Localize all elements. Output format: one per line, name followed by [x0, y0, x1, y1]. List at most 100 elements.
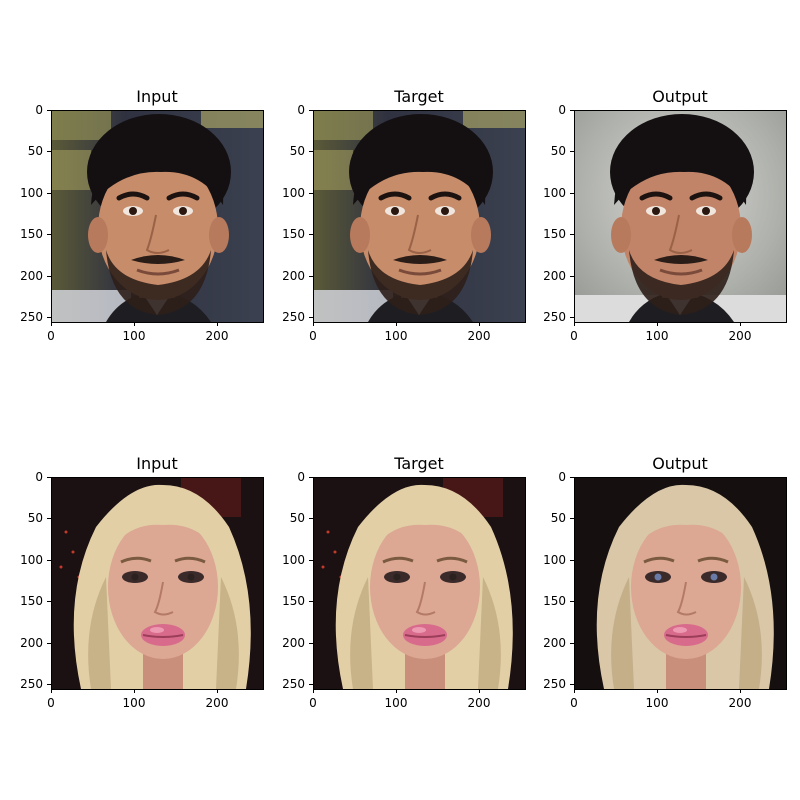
x-tick-label: 200: [205, 329, 229, 343]
y-tick-label: 250: [20, 677, 43, 691]
y-tick-mark: [47, 193, 51, 194]
y-tick-mark: [47, 601, 51, 602]
y-tick-label: 0: [297, 470, 305, 484]
x-tick-mark: [574, 322, 575, 326]
x-tick-label: 0: [309, 696, 317, 710]
face-image: [313, 110, 525, 322]
x-tick-label: 200: [205, 696, 229, 710]
y-tick-label: 250: [543, 310, 566, 324]
y-tick-mark: [47, 276, 51, 277]
x-tick-label: 100: [645, 329, 669, 343]
image-panel: [574, 110, 787, 323]
y-tick-mark: [47, 317, 51, 318]
x-tick-mark: [740, 322, 741, 326]
y-tick-label: 100: [282, 186, 305, 200]
y-tick-label: 200: [543, 269, 566, 283]
y-tick-mark: [309, 151, 313, 152]
y-tick-mark: [47, 518, 51, 519]
y-tick-mark: [570, 193, 574, 194]
y-tick-mark: [570, 317, 574, 318]
y-tick-mark: [309, 560, 313, 561]
y-tick-label: 150: [543, 227, 566, 241]
y-tick-label: 50: [550, 144, 566, 158]
y-tick-label: 250: [543, 677, 566, 691]
y-tick-label: 50: [27, 144, 43, 158]
x-tick-mark: [134, 689, 135, 693]
y-tick-mark: [47, 684, 51, 685]
y-tick-mark: [47, 560, 51, 561]
y-tick-mark: [309, 276, 313, 277]
y-tick-mark: [570, 110, 574, 111]
y-tick-mark: [309, 317, 313, 318]
image-panel: [313, 110, 526, 323]
x-tick-mark: [657, 322, 658, 326]
y-tick-mark: [309, 643, 313, 644]
x-tick-mark: [217, 322, 218, 326]
x-tick-label: 200: [728, 329, 752, 343]
y-tick-label: 150: [20, 227, 43, 241]
y-tick-label: 50: [550, 511, 566, 525]
y-tick-label: 250: [20, 310, 43, 324]
y-tick-label: 0: [297, 103, 305, 117]
y-tick-label: 100: [282, 553, 305, 567]
y-tick-mark: [309, 193, 313, 194]
y-tick-label: 200: [282, 636, 305, 650]
image-panel: [574, 477, 787, 690]
face-image: [574, 477, 786, 689]
x-tick-label: 100: [122, 329, 146, 343]
x-tick-label: 0: [47, 329, 55, 343]
panel-title: Target: [394, 454, 444, 473]
y-tick-mark: [47, 110, 51, 111]
x-tick-mark: [313, 322, 314, 326]
y-tick-label: 200: [282, 269, 305, 283]
panel-title: Output: [652, 87, 708, 106]
x-tick-label: 0: [47, 696, 55, 710]
y-tick-mark: [309, 110, 313, 111]
y-tick-label: 100: [543, 553, 566, 567]
x-tick-mark: [51, 689, 52, 693]
y-tick-mark: [570, 276, 574, 277]
y-tick-mark: [309, 234, 313, 235]
x-tick-label: 100: [384, 329, 408, 343]
y-tick-label: 50: [289, 144, 305, 158]
x-tick-label: 100: [122, 696, 146, 710]
y-tick-label: 150: [282, 227, 305, 241]
image-panel: [51, 477, 264, 690]
x-tick-label: 0: [570, 696, 578, 710]
y-tick-mark: [570, 601, 574, 602]
y-tick-mark: [47, 477, 51, 478]
y-tick-mark: [309, 518, 313, 519]
y-tick-mark: [570, 684, 574, 685]
panel-title: Target: [394, 87, 444, 106]
x-tick-mark: [740, 689, 741, 693]
y-tick-label: 250: [282, 310, 305, 324]
x-tick-mark: [574, 689, 575, 693]
face-image: [51, 477, 263, 689]
y-tick-label: 0: [558, 470, 566, 484]
y-tick-label: 200: [543, 636, 566, 650]
panel-title: Input: [136, 454, 178, 473]
y-tick-label: 150: [20, 594, 43, 608]
x-tick-label: 0: [570, 329, 578, 343]
face-image: [313, 477, 525, 689]
x-tick-label: 200: [467, 329, 491, 343]
y-tick-label: 100: [543, 186, 566, 200]
face-image: [574, 110, 786, 322]
y-tick-mark: [309, 684, 313, 685]
x-tick-mark: [51, 322, 52, 326]
x-tick-label: 100: [384, 696, 408, 710]
y-tick-label: 150: [282, 594, 305, 608]
y-tick-mark: [309, 601, 313, 602]
y-tick-label: 50: [27, 511, 43, 525]
y-tick-mark: [570, 518, 574, 519]
y-tick-label: 0: [35, 470, 43, 484]
y-tick-mark: [570, 643, 574, 644]
y-tick-label: 150: [543, 594, 566, 608]
x-tick-mark: [396, 689, 397, 693]
y-tick-label: 50: [289, 511, 305, 525]
x-tick-label: 200: [728, 696, 752, 710]
panel-title: Output: [652, 454, 708, 473]
y-tick-mark: [309, 477, 313, 478]
y-tick-label: 100: [20, 186, 43, 200]
x-tick-mark: [479, 689, 480, 693]
